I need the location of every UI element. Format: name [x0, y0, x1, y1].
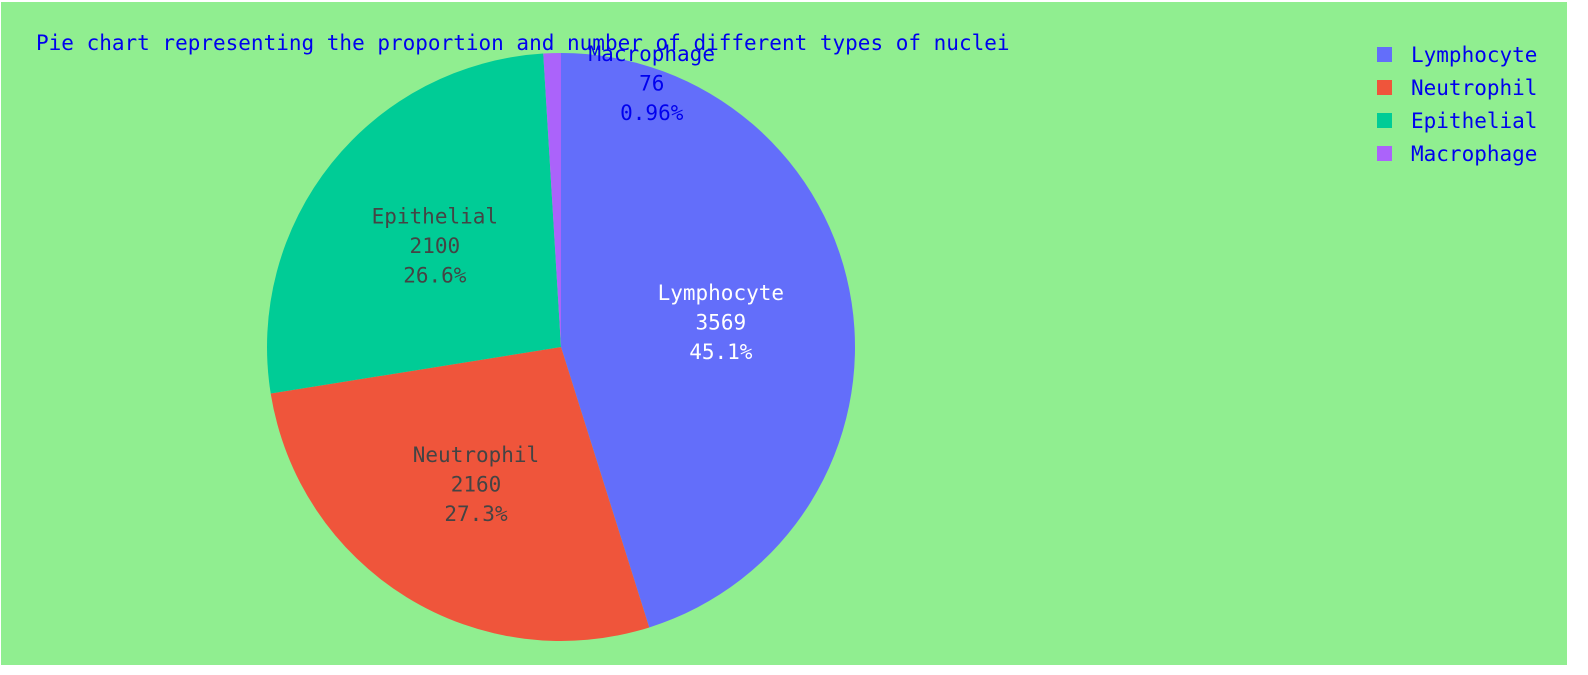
chart-area: Pie chart representing the proportion an…: [1, 2, 1567, 665]
legend-label: Macrophage: [1411, 141, 1538, 166]
legend-item-lymphocyte[interactable]: Lymphocyte: [1377, 38, 1537, 71]
slice-label-epithelial: Epithelial 2100 26.6%: [372, 204, 498, 287]
legend-label: Neutrophil: [1411, 75, 1538, 100]
legend-label: Lymphocyte: [1411, 42, 1538, 67]
legend-item-epithelial[interactable]: Epithelial: [1377, 104, 1537, 137]
slice-value: 2100: [410, 234, 461, 258]
legend-item-macrophage[interactable]: Macrophage: [1377, 137, 1537, 170]
slice-value: 2160: [451, 473, 502, 497]
legend-swatch: [1377, 47, 1392, 62]
slice-name: Lymphocyte: [658, 281, 784, 305]
slice-value: 76: [639, 72, 664, 96]
pie-slice-epithelial[interactable]: [267, 53, 561, 394]
slice-name: Neutrophil: [413, 443, 539, 467]
legend-label: Epithelial: [1411, 108, 1538, 133]
legend-item-neutrophil[interactable]: Neutrophil: [1377, 71, 1537, 104]
slice-percent: 45.1%: [689, 340, 753, 364]
slice-percent: 27.3%: [444, 502, 508, 526]
chart-title: Pie chart representing the proportion an…: [36, 31, 1010, 55]
slice-label-macrophage: Macrophage 76 0.96%: [589, 42, 715, 125]
legend-swatch: [1377, 113, 1392, 128]
slice-name: Macrophage: [589, 42, 715, 66]
pie-slice-macrophage[interactable]: [543, 53, 561, 347]
slice-percent: 0.96%: [620, 101, 684, 125]
legend: Lymphocyte Neutrophil Epithelial Macrophage: [1377, 38, 1537, 170]
slice-percent: 26.6%: [403, 263, 467, 287]
slice-label-lymphocyte: Lymphocyte 3569 45.1%: [658, 281, 784, 364]
legend-swatch: [1377, 146, 1392, 161]
pie-chart: Lymphocyte 3569 45.1% Neutrophil 2160 27.3% Ep…: [267, 42, 855, 641]
slice-name: Epithelial: [372, 204, 498, 228]
legend-swatch: [1377, 80, 1392, 95]
slice-label-neutrophil: Neutrophil 2160 27.3%: [413, 443, 539, 526]
pie-slice-neutrophil[interactable]: [270, 347, 650, 641]
slice-value: 3569: [696, 310, 747, 334]
pie-slice-lymphocyte[interactable]: [561, 53, 855, 628]
